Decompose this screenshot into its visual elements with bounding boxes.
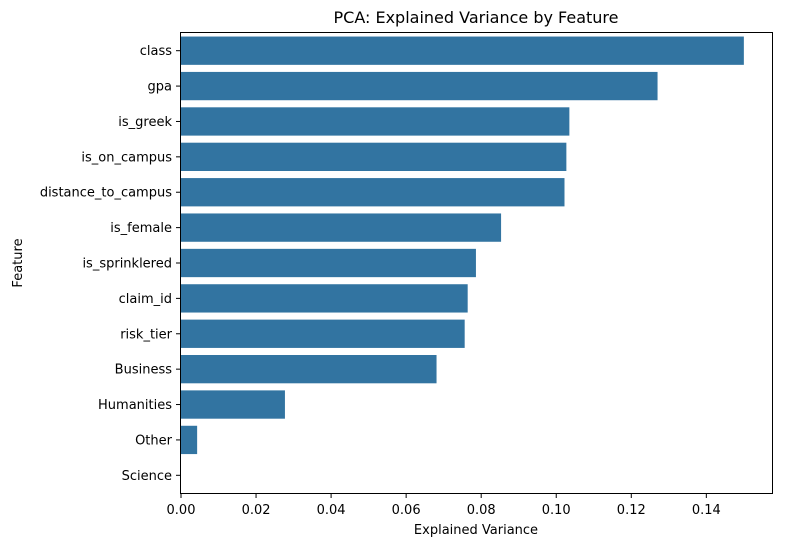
x-tick-label-0.06: 0.06 bbox=[392, 503, 421, 518]
bar-Humanities bbox=[181, 390, 285, 419]
x-tick-label-0.08: 0.08 bbox=[467, 503, 496, 518]
bar-is_female bbox=[181, 213, 502, 242]
chart-title: PCA: Explained Variance by Feature bbox=[334, 8, 619, 27]
x-tick-label-0.04: 0.04 bbox=[317, 503, 346, 518]
y-tick-label-is_female: is_female bbox=[110, 221, 172, 236]
x-tick-label-0.10: 0.10 bbox=[542, 503, 571, 518]
bar-risk_tier bbox=[181, 319, 465, 348]
y-tick-label-Science: Science bbox=[122, 469, 172, 484]
x-axis-label: Explained Variance bbox=[414, 523, 538, 538]
y-tick-label-Business: Business bbox=[115, 363, 173, 378]
x-tick-label-0.02: 0.02 bbox=[242, 503, 271, 518]
y-tick-label-gpa: gpa bbox=[148, 80, 172, 95]
bar-claim_id bbox=[181, 284, 468, 313]
y-tick-label-distance_to_campus: distance_to_campus bbox=[40, 186, 172, 201]
bar-class bbox=[181, 36, 744, 65]
y-axis-label: Feature bbox=[11, 238, 26, 287]
y-tick-label-is_greek: is_greek bbox=[118, 115, 172, 130]
bar-Other bbox=[181, 425, 198, 455]
bar-is_greek bbox=[181, 107, 570, 136]
bar-is_sprinklered bbox=[181, 248, 476, 278]
bar-distance_to_campus bbox=[181, 178, 565, 207]
y-tick-label-is_sprinklered: is_sprinklered bbox=[82, 257, 172, 272]
bar-Business bbox=[181, 355, 437, 384]
x-tick-label-0.14: 0.14 bbox=[692, 503, 721, 518]
bars-group bbox=[181, 36, 744, 455]
y-tick-label-class: class bbox=[140, 44, 172, 59]
y-tick-label-is_on_campus: is_on_campus bbox=[81, 150, 172, 165]
y-tick-label-claim_id: claim_id bbox=[119, 292, 172, 307]
bar-gpa bbox=[181, 71, 658, 101]
bar-is_on_campus bbox=[181, 142, 567, 171]
x-tick-label-0.00: 0.00 bbox=[167, 503, 196, 518]
y-axis-ticks: class gpa is_greek is_on_campus distance_to_… bbox=[40, 44, 181, 484]
y-tick-label-risk_tier: risk_tier bbox=[120, 327, 172, 342]
y-tick-label-Other: Other bbox=[135, 433, 173, 448]
plot-frame bbox=[180, 32, 773, 494]
x-tick-label-0.12: 0.12 bbox=[617, 503, 646, 518]
x-axis-ticks: 0.00 0.02 0.04 0.06 0.08 0.10 0.12 0.14 bbox=[167, 493, 721, 518]
y-tick-label-Humanities: Humanities bbox=[98, 398, 172, 413]
